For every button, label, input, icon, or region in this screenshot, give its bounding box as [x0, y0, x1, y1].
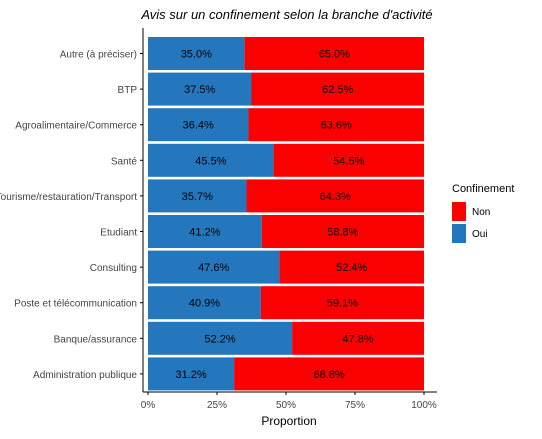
bars-group [148, 37, 424, 391]
legend: Confinement Non Oui [452, 183, 514, 243]
category-label: Santé [111, 156, 138, 167]
bar-segment-non [279, 250, 424, 284]
value-label: 36.4% [183, 120, 214, 132]
value-label: 41.2% [189, 227, 220, 239]
bar-segment-oui [148, 321, 293, 355]
bar-segment-non [292, 321, 424, 355]
legend-swatch-non [452, 202, 466, 221]
value-label: 52.4% [336, 262, 367, 274]
value-label: 68.8% [313, 369, 344, 381]
value-label: 47.8% [342, 333, 373, 345]
bar-segment-oui [148, 250, 280, 284]
x-axis-title: Proportion [261, 414, 316, 428]
bar-segment-non [234, 357, 424, 391]
bar-segment-non [246, 179, 424, 213]
bar-segment-non [261, 215, 424, 248]
x-tick-label: 25% [207, 400, 227, 411]
bar-segment-non [244, 37, 424, 70]
bar-segment-non [251, 72, 424, 106]
legend-label-oui: Oui [472, 229, 488, 240]
y-axis: Autre (à préciser) BTP Agroalimentaire/Com… [0, 28, 144, 392]
x-tick-label: 75% [345, 400, 365, 411]
value-label: 65.0% [319, 49, 350, 61]
value-label: 63.6% [321, 120, 352, 132]
bar-segment-oui [148, 286, 261, 320]
value-label: 35.7% [182, 191, 213, 203]
category-label: Agroalimentaire/Commerce [15, 121, 137, 132]
bar-segment-oui [148, 143, 274, 177]
category-label: Poste et télécommunication [14, 299, 137, 310]
value-label: 45.5% [195, 155, 226, 167]
value-label: 40.9% [189, 298, 220, 310]
bar-segment-oui [148, 357, 235, 391]
x-tick-label: 0% [141, 400, 156, 411]
category-label: Autre (à préciser) [60, 50, 137, 61]
value-label: 47.6% [198, 262, 229, 274]
bar-segment-non [248, 108, 424, 142]
bar-segment-oui [148, 215, 262, 248]
legend-swatch-oui [452, 224, 466, 243]
value-label: 52.2% [204, 333, 235, 345]
chart-title: Avis sur un confinement selon la branche… [140, 7, 432, 22]
category-label: Consulting [90, 263, 137, 274]
legend-title: Confinement [452, 183, 514, 195]
x-axis: 0% 25% 50% 75% 100% [141, 391, 437, 411]
value-labels-group: 35.0% 65.0% 37.5% 62.5% 36.4% 63.6% 45.5% 54.5%… [175, 49, 373, 381]
value-label: 31.2% [175, 369, 206, 381]
category-label: Banque/assurance [54, 334, 138, 345]
value-label: 59.1% [327, 298, 358, 310]
value-label: 35.0% [181, 49, 212, 61]
category-label: Etudiant [100, 228, 137, 239]
category-label: BTP [118, 85, 138, 96]
value-label: 37.5% [184, 84, 215, 96]
category-label: Tourisme/restauration/Transport [0, 192, 137, 203]
x-tick-label: 50% [276, 400, 296, 411]
bar-segment-non [260, 286, 424, 320]
value-label: 54.5% [333, 155, 364, 167]
legend-label-non: Non [472, 207, 490, 218]
bar-segment-non [273, 143, 424, 177]
category-label: Administration publique [33, 370, 137, 381]
x-tick-label: 100% [411, 400, 437, 411]
value-label: 58.8% [327, 227, 358, 239]
bar-segment-oui [148, 37, 245, 70]
bar-segment-oui [148, 108, 249, 142]
bar-segment-oui [148, 72, 252, 106]
bar-segment-oui [148, 179, 247, 213]
value-label: 62.5% [322, 84, 353, 96]
value-label: 64.3% [320, 191, 351, 203]
